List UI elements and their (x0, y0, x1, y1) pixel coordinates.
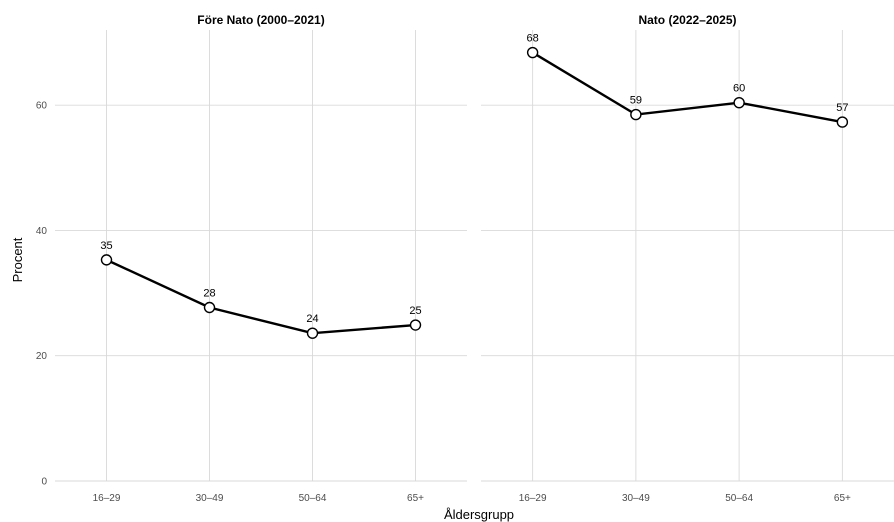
data-point (630, 108, 642, 121)
chart-panels: Före Nato (2000–2021) 35 28 24 25 16–29 30–49 5… (55, 13, 894, 504)
data-label: 68 (527, 33, 539, 45)
data-label: 57 (836, 102, 848, 114)
series-line (105, 258, 416, 335)
data-label: 28 (203, 287, 215, 299)
x-tick-label: 30–49 (622, 493, 650, 504)
x-tick-label: 50–64 (299, 493, 327, 504)
data-point (836, 116, 849, 128)
x-tick-label: 16–29 (519, 493, 547, 504)
y-tick-label-1: 20 (36, 351, 48, 362)
x-tick-label: 65+ (834, 493, 851, 504)
data-label: 24 (306, 313, 318, 325)
data-point (100, 254, 113, 266)
panel-1: Före Nato (2000–2021) 35 28 24 25 16–29 30–49 5… (55, 13, 467, 504)
x-tick-label: 30–49 (196, 493, 224, 504)
y-tick-label-0: 0 (41, 477, 47, 488)
data-point (526, 46, 539, 59)
panel-title: Före Nato (2000–2021) (197, 13, 324, 27)
data-point (306, 327, 319, 339)
data-point (203, 301, 216, 314)
y-axis: 0 20 40 60 (36, 101, 48, 488)
panel-2: Nato (2022–2025) 68 59 60 57 16–29 30–49 50–64 6… (481, 13, 894, 504)
series-line (532, 51, 843, 124)
x-tick-label: 50–64 (725, 493, 753, 504)
y-tick-label-3: 60 (36, 101, 48, 112)
data-point (733, 96, 745, 109)
y-tick-label-2: 40 (36, 226, 48, 237)
data-label: 59 (630, 95, 642, 107)
x-axis-title: Åldersgrupp (444, 507, 514, 522)
x-tick-label: 16–29 (93, 493, 121, 504)
panel-title: Nato (2022–2025) (638, 13, 736, 27)
data-point (409, 319, 422, 331)
data-label: 25 (409, 305, 421, 317)
data-label: 35 (100, 240, 112, 252)
x-tick-label: 65+ (407, 493, 424, 504)
data-label: 60 (733, 83, 745, 95)
y-axis-title: Procent (10, 237, 25, 282)
